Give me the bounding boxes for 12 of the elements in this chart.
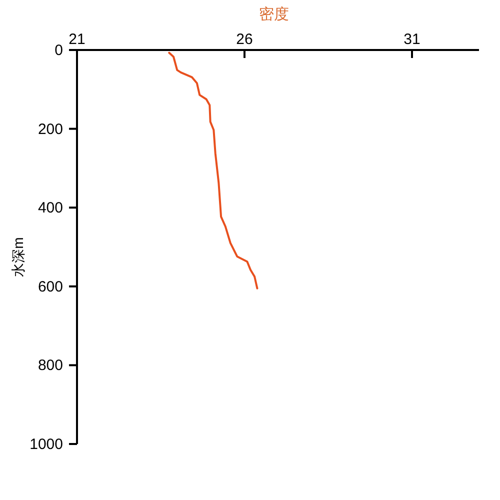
x-tick-label: 26 (236, 31, 253, 48)
x-axis-title: 密度 (259, 6, 289, 23)
y-tick-label: 200 (38, 120, 63, 138)
y-tick-label: 600 (38, 278, 63, 296)
y-tick-label: 800 (38, 357, 63, 374)
y-tick-label: 1000 (30, 436, 63, 453)
line-series (168, 52, 258, 290)
x-tick-label: 21 (68, 31, 86, 48)
y-tick-label: 400 (38, 200, 63, 217)
x-tick-label: 31 (404, 31, 420, 48)
y-tick-label: 0 (54, 42, 63, 59)
y-axis-title: 水深m (10, 237, 26, 277)
